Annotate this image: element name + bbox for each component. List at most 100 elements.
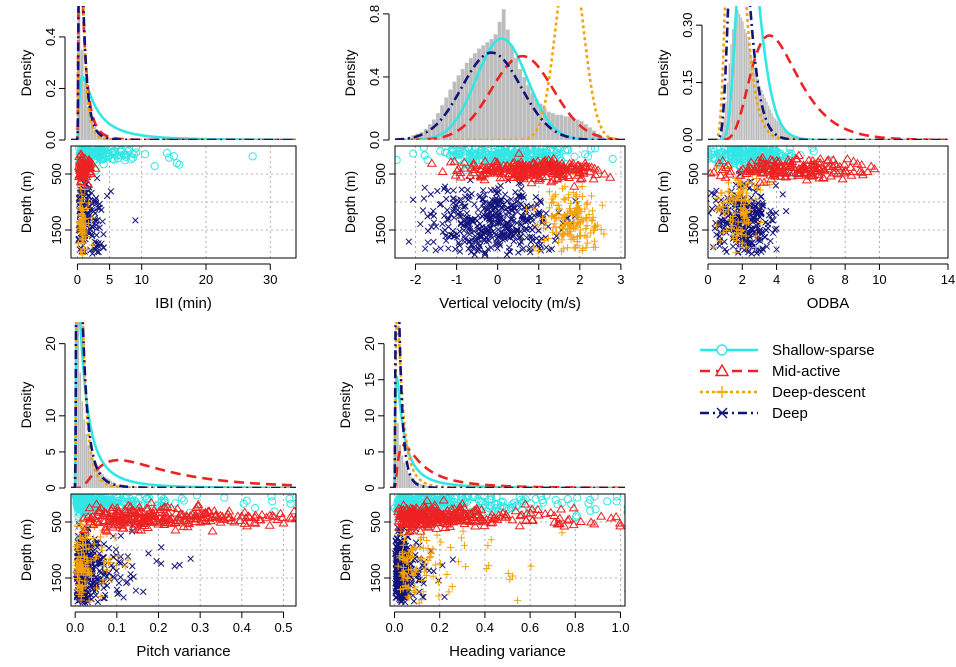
point-deep-descent (79, 588, 87, 596)
point-mid-active (540, 155, 551, 164)
point-deep-descent (582, 244, 590, 252)
point-deep (91, 238, 98, 246)
point-mid-active (210, 510, 221, 519)
point-deep (437, 245, 444, 252)
point-deep (779, 191, 786, 198)
point-mid-active (439, 511, 450, 521)
point-deep (473, 217, 481, 224)
point-mid-active (411, 506, 422, 515)
point-deep (441, 183, 449, 190)
point-shallow-sparse (122, 494, 131, 501)
point-mid-active (592, 165, 604, 174)
hist-bar (412, 478, 415, 488)
point-mid-active (443, 509, 454, 518)
point-deep (414, 571, 422, 579)
point-deep-descent (459, 527, 467, 535)
point-deep (756, 226, 764, 233)
hist-bar (405, 469, 408, 488)
point-deep (117, 559, 124, 567)
point-mid-active (801, 175, 812, 184)
point-mid-active (794, 169, 806, 178)
hist-bar (79, 372, 82, 488)
point-deep-descent (103, 566, 111, 575)
legend-marker (714, 363, 730, 377)
point-deep (91, 210, 99, 217)
scatter-ytick-label: 500 (368, 511, 383, 533)
point-deep (756, 228, 763, 236)
point-deep-descent (396, 554, 404, 562)
point-deep (439, 220, 446, 228)
hist-bar (749, 48, 751, 140)
point-shallow-sparse (291, 494, 296, 502)
point-shallow-sparse (612, 494, 621, 501)
point-mid-active (862, 166, 873, 176)
hist-bar (745, 32, 748, 140)
point-deep (782, 207, 790, 215)
point-deep-descent (77, 520, 85, 528)
point-deep-descent (545, 204, 554, 212)
point-deep-descent (738, 230, 746, 239)
hist-bar (559, 114, 564, 140)
point-deep (508, 214, 516, 222)
point-deep (445, 245, 452, 252)
point-deep (767, 207, 774, 214)
point-deep-descent (77, 566, 85, 575)
point-deep (462, 193, 469, 201)
point-deep (397, 528, 404, 535)
point-mid-active (803, 155, 814, 164)
point-deep (442, 195, 450, 203)
point-mid-active (503, 168, 514, 178)
hist-bar (90, 119, 94, 140)
point-deep-descent (732, 249, 740, 257)
point-deep (479, 186, 487, 194)
hist-bar (526, 84, 531, 140)
point-mid-active (770, 164, 781, 174)
point-deep (708, 205, 716, 213)
point-deep-descent (591, 243, 600, 251)
point-deep-descent (744, 178, 752, 186)
hist-bar (501, 9, 506, 140)
point-deep-descent (420, 568, 428, 576)
point-deep (420, 195, 428, 202)
point-shallow-sparse (157, 497, 166, 506)
point-mid-active (178, 521, 189, 530)
point-mid-active (421, 495, 433, 504)
point-deep (471, 238, 479, 245)
point-deep-descent (547, 199, 556, 207)
point-deep-descent (598, 201, 607, 209)
point-mid-active (539, 163, 550, 172)
point-mid-active (584, 162, 595, 171)
point-deep (444, 187, 451, 195)
point-shallow-sparse (585, 495, 595, 505)
point-deep (514, 226, 521, 233)
point-shallow-sparse (420, 151, 429, 160)
point-deep (441, 593, 448, 601)
legend-label: Deep-descent (772, 384, 866, 401)
point-deep (510, 238, 517, 245)
point-mid-active (267, 510, 278, 519)
point-mid-active (172, 503, 183, 512)
point-deep (466, 216, 473, 224)
hist-bar (575, 119, 580, 140)
point-deep-descent (567, 221, 575, 229)
point-mid-active (563, 170, 574, 179)
hist-bar (754, 67, 756, 140)
point-mid-active (431, 523, 442, 532)
x-axis-label: Vertical velocity (m/s) (439, 295, 581, 312)
point-mid-active (141, 511, 153, 520)
point-deep (542, 210, 550, 217)
point-mid-active (737, 164, 748, 173)
point-deep (117, 574, 124, 581)
point-deep (454, 196, 461, 204)
density-curves (708, 6, 948, 140)
point-deep (100, 540, 108, 548)
point-mid-active (104, 515, 115, 524)
point-mid-active (398, 517, 409, 526)
point-mid-active (501, 510, 512, 519)
point-deep-descent (435, 592, 443, 600)
xtick-label: -2 (410, 272, 422, 287)
point-mid-active (471, 505, 483, 514)
point-deep (749, 239, 756, 247)
